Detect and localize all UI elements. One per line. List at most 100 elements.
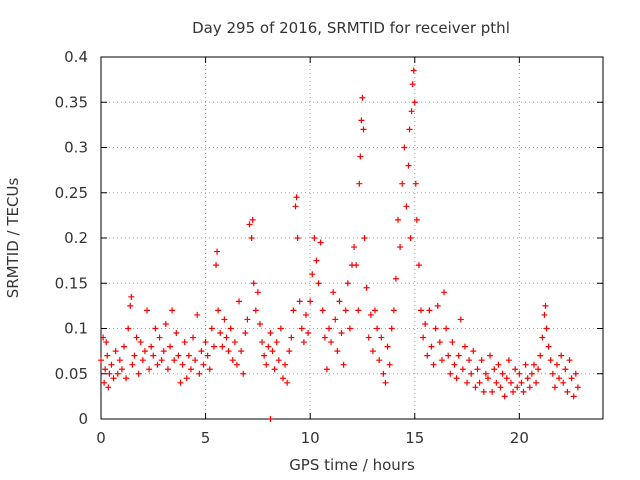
- y-tick-label: 0: [78, 410, 88, 428]
- data-point-marker: [137, 339, 144, 346]
- x-tick-label: 15: [405, 429, 424, 447]
- data-point-marker: [256, 320, 263, 327]
- data-point-marker: [133, 334, 140, 341]
- data-point-marker: [392, 275, 399, 282]
- data-point-marker: [294, 235, 301, 241]
- data-point-marker: [356, 180, 363, 187]
- data-point-marker: [323, 366, 330, 373]
- data-point-marker: [175, 352, 182, 359]
- data-point-marker: [558, 352, 565, 359]
- data-point-marker: [223, 334, 230, 341]
- data-point-marker: [478, 357, 485, 364]
- data-point-marker: [332, 316, 339, 323]
- data-point-marker: [386, 361, 393, 368]
- data-point-marker: [388, 325, 395, 332]
- data-point-marker: [410, 67, 417, 74]
- data-point-marker: [328, 339, 335, 346]
- x-tick-label: 5: [201, 429, 211, 447]
- data-point-marker: [217, 330, 224, 337]
- data-point-marker: [357, 153, 364, 160]
- data-point-marker: [330, 289, 337, 296]
- data-point-marker: [434, 302, 441, 309]
- data-point-marker: [158, 357, 165, 364]
- data-point-marker: [116, 357, 123, 364]
- data-point-marker: [510, 388, 517, 395]
- data-point-marker: [290, 307, 297, 314]
- y-tick-label: 0.2: [64, 229, 88, 247]
- data-point-marker: [307, 298, 314, 305]
- data-point-marker: [501, 393, 508, 400]
- data-point-marker: [428, 343, 435, 350]
- data-point-marker: [367, 311, 374, 318]
- data-point-marker: [549, 370, 556, 377]
- data-point-marker: [169, 307, 176, 314]
- data-point-marker: [152, 325, 159, 332]
- data-point-marker: [487, 352, 494, 359]
- data-point-marker: [315, 280, 322, 287]
- data-point-marker: [121, 343, 128, 350]
- data-point-marker: [190, 334, 197, 341]
- data-point-marker: [453, 375, 460, 382]
- data-point-marker: [185, 352, 192, 359]
- data-point-marker: [293, 194, 300, 201]
- data-point-marker: [242, 330, 249, 337]
- data-point-marker: [560, 379, 567, 386]
- data-point-marker: [365, 334, 372, 341]
- y-tick-label: 0.25: [55, 184, 88, 202]
- data-point-marker: [420, 334, 427, 341]
- data-point-marker: [556, 375, 563, 382]
- data-point-marker: [292, 203, 299, 210]
- data-point-marker: [459, 366, 466, 373]
- data-point-marker: [361, 235, 368, 241]
- data-point-marker: [566, 357, 573, 364]
- data-point-marker: [282, 361, 289, 368]
- data-point-marker: [106, 370, 113, 377]
- data-point-marker: [530, 361, 537, 368]
- data-point-marker: [252, 307, 259, 314]
- data-point-marker: [302, 311, 309, 318]
- data-point-marker: [225, 348, 232, 355]
- data-point-marker: [102, 366, 109, 373]
- data-point-marker: [238, 348, 245, 355]
- data-point-marker: [359, 94, 366, 101]
- data-point-marker: [497, 384, 504, 391]
- data-point-marker: [200, 361, 207, 368]
- data-point-marker: [360, 126, 367, 133]
- data-point-marker: [340, 361, 347, 368]
- data-point-marker: [447, 370, 454, 377]
- data-point-marker: [338, 330, 345, 337]
- data-point-marker: [129, 361, 136, 368]
- data-point-marker: [507, 379, 514, 386]
- data-point-marker: [194, 311, 201, 318]
- data-point-marker: [505, 357, 512, 364]
- data-point-marker: [110, 375, 117, 382]
- data-point-marker: [227, 325, 234, 332]
- data-point-marker: [415, 262, 422, 269]
- data-point-marker: [179, 361, 186, 368]
- data-point-marker: [401, 144, 408, 151]
- data-point-marker: [378, 334, 385, 341]
- data-point-marker: [480, 388, 487, 395]
- data-point-marker: [380, 370, 387, 377]
- data-point-marker: [526, 384, 533, 391]
- data-point-marker: [154, 361, 161, 368]
- data-point-marker: [468, 370, 475, 377]
- data-point-marker: [311, 235, 318, 241]
- x-tick-label: 20: [510, 429, 529, 447]
- data-point-marker: [104, 352, 111, 359]
- data-point-marker: [123, 375, 130, 382]
- data-point-marker: [321, 334, 328, 341]
- data-point-marker: [213, 262, 220, 269]
- data-point-marker: [405, 162, 412, 169]
- data-point-marker: [233, 361, 240, 368]
- data-point-marker: [112, 348, 119, 355]
- data-point-marker: [422, 320, 429, 327]
- data-point-marker: [537, 352, 544, 359]
- data-point-marker: [464, 379, 471, 386]
- data-point-marker: [564, 388, 571, 395]
- data-point-marker: [533, 379, 540, 386]
- data-point-marker: [246, 221, 253, 228]
- data-point-marker: [204, 352, 211, 359]
- data-point-marker: [430, 361, 437, 368]
- data-point-marker: [466, 357, 473, 364]
